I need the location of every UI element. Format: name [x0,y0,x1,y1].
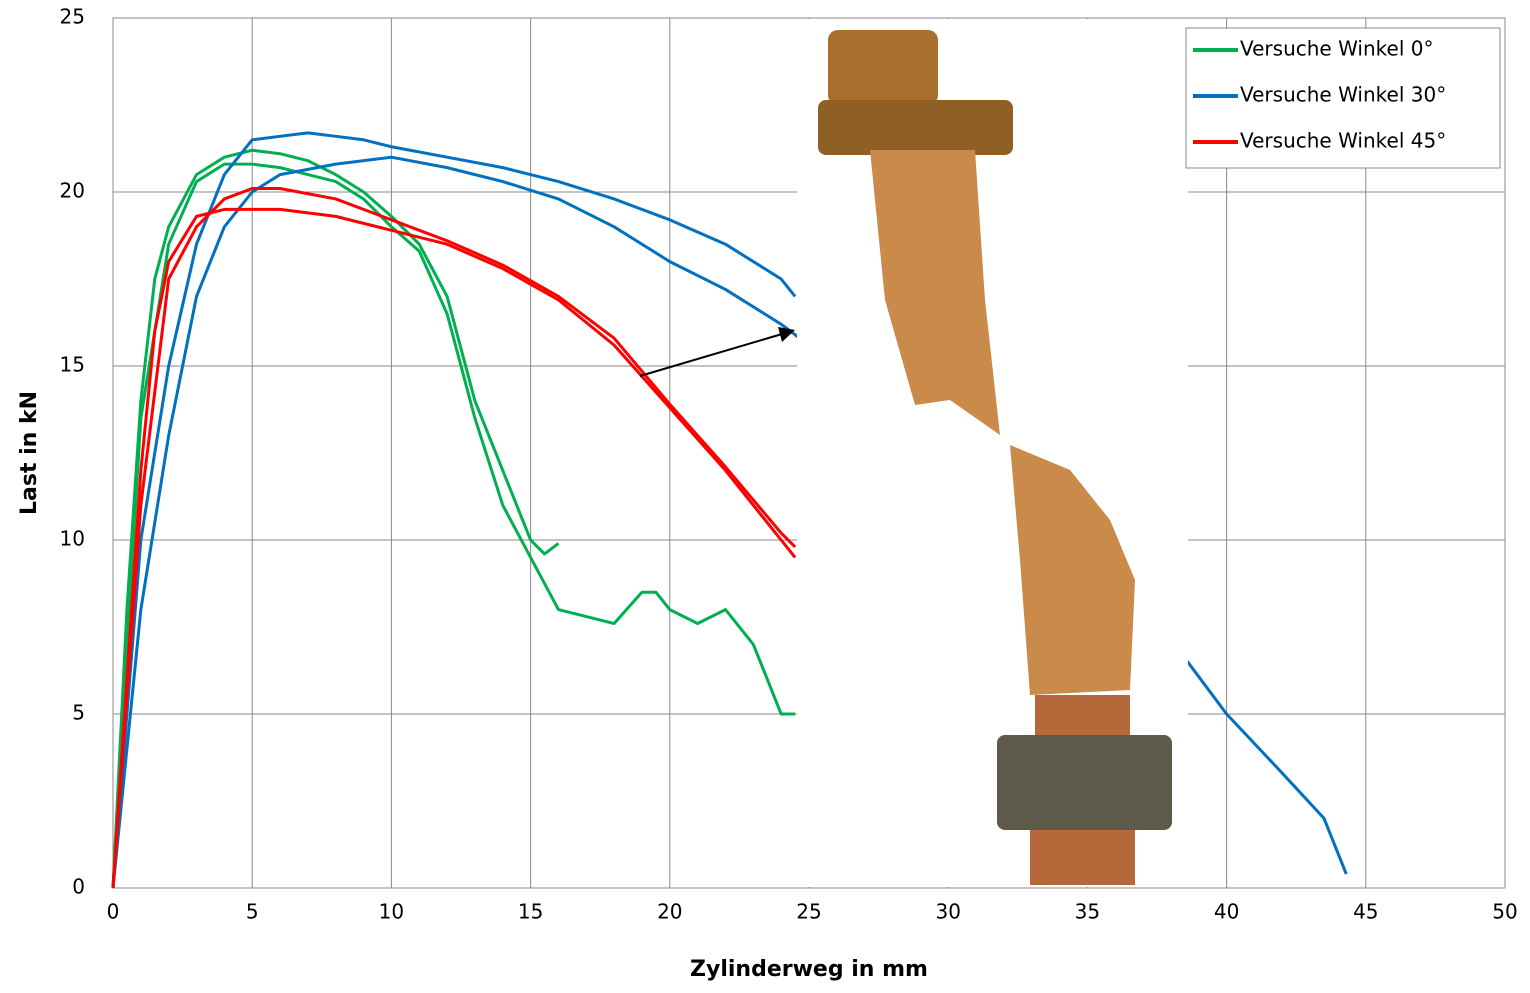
x-tick-label: 0 [107,900,120,924]
bolt-collar [818,100,1013,155]
bolt-lower [1010,445,1135,695]
y-tick-label: 15 [60,353,85,377]
x-tick-label: 5 [246,900,259,924]
x-tick-label: 40 [1214,900,1239,924]
x-tick-label: 50 [1492,900,1517,924]
y-tick-label: 5 [72,701,85,725]
x-tick-label: 35 [1075,900,1100,924]
x-tick-label: 10 [379,900,404,924]
series-line [111,131,797,889]
legend-label: Versuche Winkel 45° [1240,129,1446,153]
y-tick-label: 0 [72,875,85,899]
series-line [111,187,797,889]
series-line [111,162,796,889]
arrow [639,333,783,377]
photo [797,19,1188,887]
y-tick-label: 10 [60,527,85,551]
plot-frame [112,17,1506,889]
x-tick-label: 45 [1353,900,1378,924]
x-tick-label: 15 [518,900,543,924]
legend-box [1185,27,1501,169]
x-tick-label: 20 [657,900,682,924]
legend-label: Versuche Winkel 0° [1240,37,1433,61]
bolt-nut [997,735,1172,830]
x-tick-label: 25 [796,900,821,924]
series-line [111,207,797,889]
arrow-head [778,327,795,342]
bolt-head [828,30,938,105]
legend-label: Versuche Winkel 30° [1240,83,1446,107]
y-tick-label: 25 [60,5,85,29]
lines [111,131,1348,889]
x-axis-title: Zylinderweg in mm [690,957,928,982]
bolt-thread [1035,695,1130,740]
y-axis-title: Last in kN [17,391,42,515]
y-tick-label: 20 [60,179,85,203]
bolt-thread-end [1030,830,1135,885]
bolt-upper [870,150,1000,435]
legend: Versuche Winkel 0° Versuche Winkel 30° Ver… [1185,27,1501,169]
x-tick-label: 30 [935,900,960,924]
